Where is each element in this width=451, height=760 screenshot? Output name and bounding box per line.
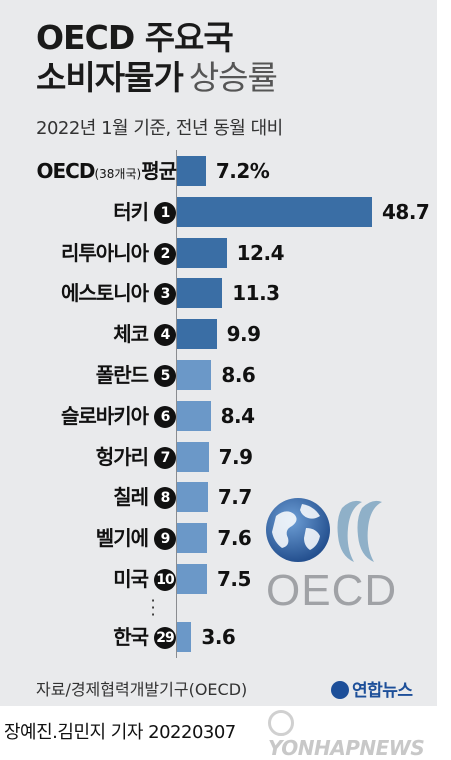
category-name: 미국 (113, 567, 149, 591)
category-label: 체코 4 (113, 319, 176, 349)
bar (177, 564, 208, 594)
bar (177, 622, 192, 652)
value-label: 3.6 (201, 625, 236, 649)
credit-line: 장예진.김민지 기자 20220307 (4, 722, 236, 743)
value-label: 7.6 (217, 526, 252, 551)
category-name: 폴란드 (95, 363, 149, 387)
yonhap-mark-icon (331, 681, 349, 699)
category-name: 헝가리 (95, 444, 149, 469)
rank-badge: 9 (154, 528, 176, 551)
agency-name-ko: 연합뉴스 (352, 681, 413, 701)
bar (177, 237, 227, 268)
ellipsis-marker: · · · (150, 591, 156, 624)
bar (177, 482, 208, 513)
rank-badge: 7 (154, 446, 176, 469)
category-name: 벨기에 (95, 526, 149, 551)
category-name: OECD (36, 159, 96, 183)
category-label: 리투아니아 2 (61, 238, 176, 268)
agency-name-en: YONHAPNEWS (268, 736, 425, 760)
category-label: 벨기에 9 (96, 523, 176, 553)
rank-badge: 1 (154, 201, 176, 224)
bar (177, 278, 223, 309)
rank-badge: 2 (154, 242, 176, 265)
category-label: 슬로바키아 6 (61, 401, 176, 431)
bar (177, 196, 372, 227)
category-note: (38개국) (94, 167, 142, 181)
rank-badge: 8 (154, 487, 176, 510)
bar (177, 523, 208, 554)
category-label: 터키 1 (113, 197, 176, 227)
category-name: 터키 (113, 199, 149, 224)
category-label: 미국 10 (113, 564, 176, 594)
rank-badge: 4 (154, 324, 176, 347)
globe-icon (266, 498, 382, 562)
value-label: 11.3 (232, 281, 280, 306)
bar-axis (176, 150, 177, 658)
value-label: 7.5 (217, 567, 251, 591)
category-name: 체코 (113, 322, 149, 347)
bar (177, 319, 217, 350)
yonhap-ring-icon (268, 710, 294, 736)
bar (177, 156, 206, 186)
category-label: 칠레 8 (113, 482, 176, 512)
category-label: 한국 29 (113, 622, 176, 652)
category-name: 한국 (113, 625, 149, 649)
value-label: 8.4 (220, 403, 255, 428)
value-label: 7.7 (217, 485, 252, 510)
value-label: 8.6 (221, 363, 256, 387)
bar (177, 400, 211, 431)
oecd-logo-text: OECD (266, 566, 398, 615)
rank-badge: 6 (154, 405, 176, 428)
value-label: 48.7 (382, 199, 430, 224)
title-line-2: 소비자물가 상승률 (36, 58, 278, 98)
category-name: 칠레 (113, 485, 149, 510)
category-name: 리투아니아 (61, 240, 149, 265)
rank-badge: 10 (154, 569, 176, 591)
value-label: 7.2% (215, 159, 270, 183)
category-suffix: 평균 (141, 159, 177, 183)
rank-badge: 5 (154, 365, 176, 387)
bar (177, 441, 209, 472)
category-label: 헝가리 7 (96, 442, 176, 472)
yonhap-logo-ko: 연합뉴스 (331, 676, 413, 701)
category-label: 폴란드 5 (96, 360, 176, 390)
title-light: 상승률 (188, 58, 278, 97)
title-line-1: OECD 주요국 (36, 18, 234, 57)
value-label: 9.9 (226, 322, 261, 347)
category-name: 에스토니아 (61, 281, 149, 306)
category-label: OECD(38개국)평균 (36, 156, 177, 186)
subtitle: 2022년 1월 기준, 전년 동월 대비 (36, 118, 283, 139)
title-bold: 소비자물가 (36, 58, 184, 97)
value-label: 7.9 (218, 444, 253, 469)
rank-badge: 3 (154, 283, 176, 306)
bar (177, 360, 212, 390)
infographic-card (0, 0, 437, 706)
value-label: 12.4 (236, 240, 285, 265)
yonhap-logo-en: YONHAPNEWS (268, 710, 451, 760)
rank-badge: 29 (154, 627, 176, 649)
category-name: 슬로바키아 (61, 403, 149, 428)
category-label: 에스토니아 3 (61, 278, 176, 308)
source-note: 자료/경제협력개발기구(OECD) (36, 680, 248, 699)
